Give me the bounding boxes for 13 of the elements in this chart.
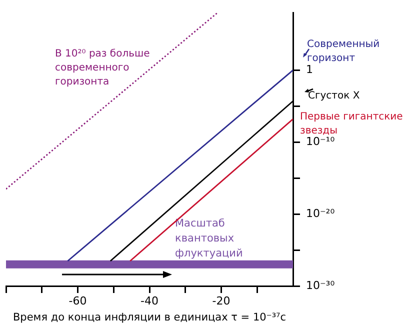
y-tick-label: 10⁻¹⁰	[306, 134, 336, 148]
x-tick-label: -20	[212, 294, 230, 308]
legend-label: Современный горизонт	[307, 38, 380, 64]
series-label: В 10²⁰ раз больше современного горизонта	[55, 48, 150, 88]
y-tick-label: 10⁻³⁰	[306, 278, 336, 292]
legend-label: Сгусток X	[308, 90, 360, 102]
x-tick-label: -40	[140, 294, 158, 308]
ref-line-label: Масштаб квантовых флуктуаций	[175, 217, 243, 260]
series-label: Первые гигантские звезды	[300, 112, 403, 137]
y-tick-label: 10⁻²⁰	[306, 206, 336, 220]
x-axis-title: Время до конца инфляции в единицах τ = 10⁻³⁷с	[12, 311, 286, 324]
x-tick-label: -60	[68, 294, 87, 308]
y-tick-label: 1	[306, 63, 313, 76]
